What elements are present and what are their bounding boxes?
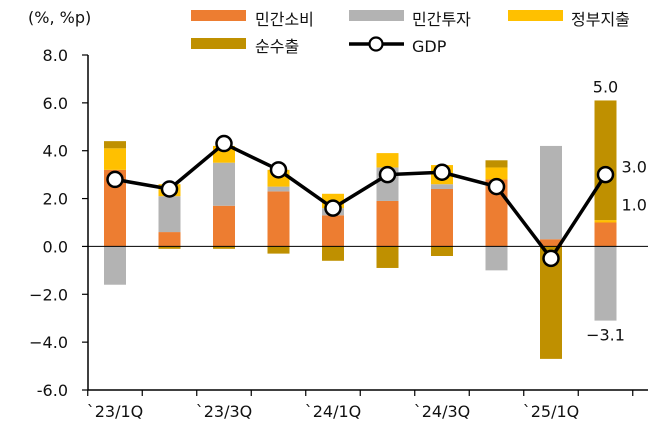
bar-segment: [158, 232, 181, 247]
bar-segment: [540, 145, 562, 240]
bar-segment: [431, 246, 453, 256]
bar-segment: [594, 246, 617, 321]
gdp-point: [160, 180, 179, 198]
y-tick-label: −4.0: [29, 333, 68, 352]
data-label: 1.0: [622, 196, 647, 215]
x-tick-label: `24/3Q: [414, 402, 471, 421]
bar-segment: [322, 215, 344, 247]
bar-segment: [213, 246, 235, 249]
data-label: 3.0: [622, 158, 647, 177]
bar-segment: [485, 167, 508, 180]
bar-segment: [485, 160, 508, 168]
gdp-point: [215, 134, 233, 153]
gdp-point: [378, 165, 397, 184]
bar-segment: [540, 239, 562, 247]
y-tick-label: 0.0: [43, 237, 68, 256]
y-tick-label: 4.0: [43, 142, 68, 161]
bar-segment: [431, 184, 453, 189]
x-tick-label: `24/1Q: [305, 402, 362, 421]
unit-label: (%, %p): [28, 8, 91, 27]
gdp-line-group: [106, 134, 615, 268]
legend-line-marker: [368, 36, 384, 52]
y-tick-label: 6.0: [43, 94, 68, 113]
legend-swatch: [349, 10, 404, 21]
bar-segment: [104, 169, 126, 247]
gdp-point: [433, 163, 451, 181]
legend-label: 순수출: [255, 37, 299, 56]
bars: [104, 100, 617, 359]
bar-segment: [322, 246, 344, 261]
gdp-line: [114, 141, 607, 261]
bar-segment: [267, 246, 290, 254]
bar-segment: [104, 148, 126, 170]
x-axis: `23/1Q `23/3Q `24/1Q `24/3Q `25/1Q: [87, 390, 634, 421]
legend-label: 민간투자: [412, 10, 471, 29]
bar-segment: [376, 153, 399, 168]
bar-segment: [158, 196, 181, 233]
data-label: −3.1: [586, 326, 625, 345]
bar-segment: [485, 246, 508, 271]
gdp-point: [487, 177, 506, 196]
annotations: 5.0 3.0 1.0 −3.1: [586, 77, 647, 344]
bar-segment: [376, 246, 399, 268]
gdp-point: [106, 170, 124, 189]
legend-label: 정부지출: [571, 10, 630, 29]
bar-segment: [540, 246, 562, 359]
gdp-point: [596, 165, 615, 184]
bar-segment: [594, 100, 617, 221]
x-tick-label: `23/3Q: [196, 402, 253, 421]
x-tick-label: `23/1Q: [87, 402, 144, 421]
bar-segment: [267, 186, 290, 192]
bar-segment: [213, 162, 235, 206]
y-tick-label: −2.0: [29, 285, 68, 304]
bar-segment: [104, 246, 126, 285]
bar-segment: [213, 205, 235, 247]
x-tick-label: `25/1Q: [523, 402, 580, 421]
legend-label: 민간소비: [255, 10, 314, 29]
bar-segment: [594, 222, 617, 247]
bar-segment: [104, 141, 126, 149]
y-tick-label: -6.0: [37, 381, 68, 400]
legend-swatch: [508, 10, 563, 21]
bar-segment: [376, 200, 399, 247]
y-tick-label: 8.0: [43, 46, 68, 65]
legend-swatch: [191, 38, 246, 49]
legend-label: GDP: [412, 37, 447, 56]
data-label: 5.0: [593, 77, 618, 96]
bar-segment: [267, 191, 290, 247]
gdp-point: [324, 199, 342, 217]
bar-segment: [158, 246, 181, 249]
y-axis: 8.0 6.0 4.0 2.0 0.0 −2.0 −4.0 -6.0: [29, 46, 88, 400]
legend-swatch: [191, 10, 246, 21]
gdp-point: [542, 249, 560, 268]
y-tick-label: 2.0: [43, 190, 68, 209]
gdp-point: [269, 161, 288, 179]
bar-segment: [431, 189, 453, 247]
bar-segment: [594, 220, 617, 223]
